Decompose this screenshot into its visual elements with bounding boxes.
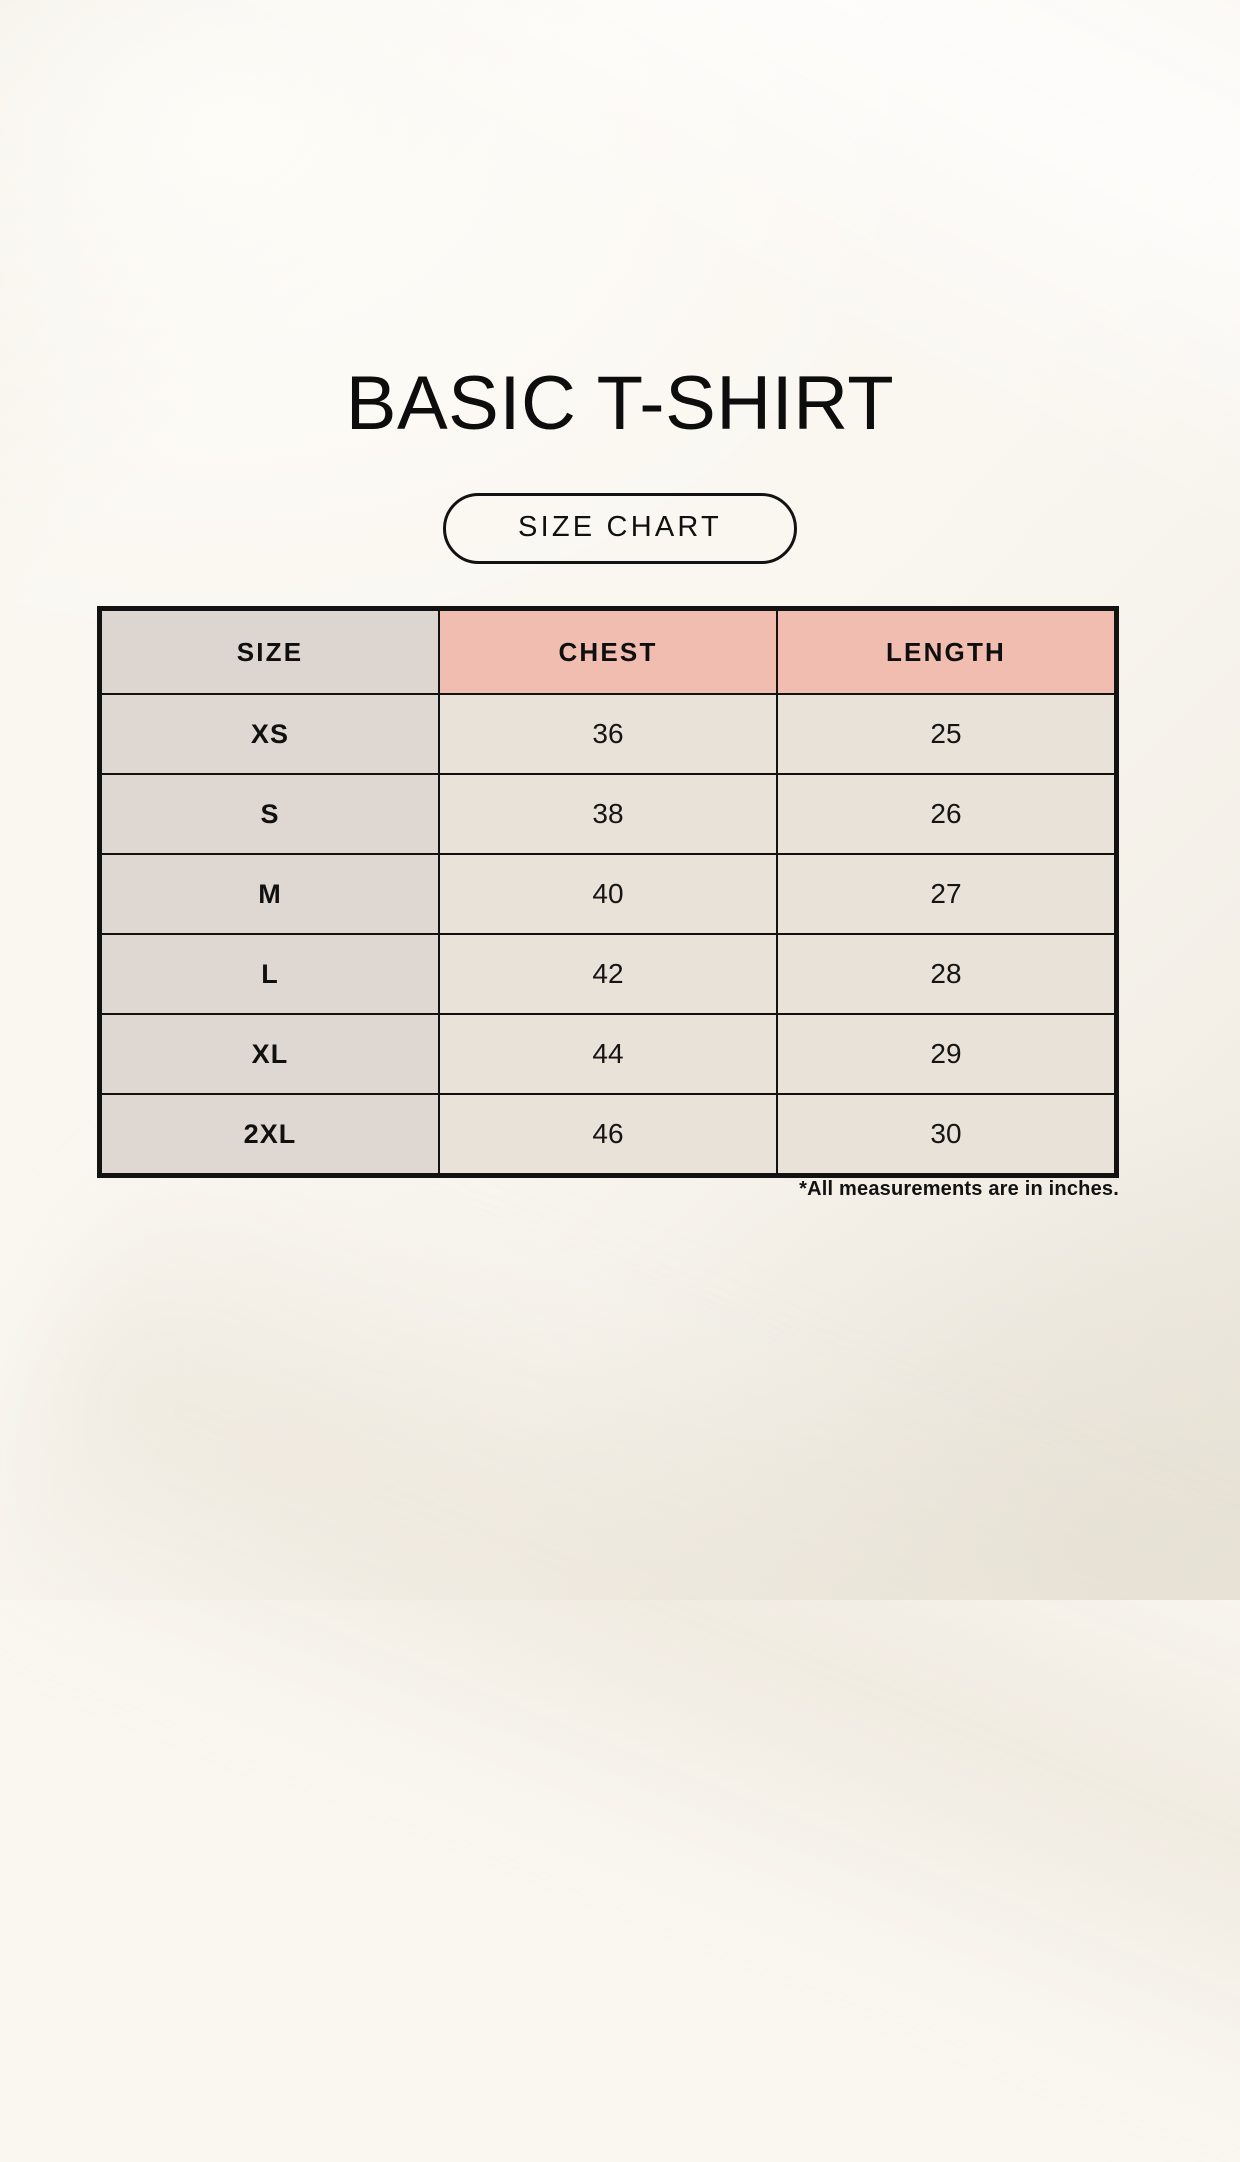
- cell-chest: 46: [438, 1093, 778, 1175]
- table-row: 2XL 46 30: [100, 1093, 1116, 1175]
- cell-chest: 42: [438, 933, 778, 1015]
- column-header-length: LENGTH: [776, 609, 1116, 695]
- cell-length: 26: [776, 773, 1116, 855]
- cell-length: 27: [776, 853, 1116, 935]
- table-row: M 40 27: [100, 853, 1116, 935]
- subtitle-pill-container: SIZE CHART: [0, 493, 1240, 564]
- table-row: XL 44 29: [100, 1013, 1116, 1095]
- table-header: SIZE CHEST LENGTH: [100, 609, 1116, 695]
- table-body: XS 36 25 S 38 26 M 40 27 L 42 28: [100, 693, 1116, 1175]
- column-header-chest: CHEST: [438, 609, 778, 695]
- page-title: BASIC T-SHIRT: [345, 361, 895, 446]
- cell-length: 30: [776, 1093, 1116, 1175]
- column-header-size: SIZE: [100, 609, 440, 695]
- table-row: L 42 28: [100, 933, 1116, 1015]
- size-chart-table: SIZE CHEST LENGTH XS 36 25 S 38 26 M: [100, 609, 1116, 1175]
- cell-size: XL: [100, 1013, 440, 1095]
- cell-length: 25: [776, 693, 1116, 775]
- cell-length: 29: [776, 1013, 1116, 1095]
- table-header-row: SIZE CHEST LENGTH: [100, 609, 1116, 695]
- table-row: XS 36 25: [100, 693, 1116, 775]
- cell-chest: 44: [438, 1013, 778, 1095]
- cell-size: XS: [100, 693, 440, 775]
- size-chart-page: BASIC T-SHIRT SIZE CHART SIZE CHEST LENG…: [0, 361, 1240, 1200]
- cell-size: L: [100, 933, 440, 1015]
- cell-chest: 36: [438, 693, 778, 775]
- measurement-footnote: *All measurements are in inches.: [799, 1178, 1119, 1200]
- cell-size: S: [100, 773, 440, 855]
- size-chart-badge: SIZE CHART: [443, 493, 797, 564]
- cell-length: 28: [776, 933, 1116, 1015]
- cell-size: M: [100, 853, 440, 935]
- table-row: S 38 26: [100, 773, 1116, 855]
- cell-size: 2XL: [100, 1093, 440, 1175]
- cell-chest: 40: [438, 853, 778, 935]
- size-chart-table-wrapper: SIZE CHEST LENGTH XS 36 25 S 38 26 M: [97, 606, 1119, 1178]
- cell-chest: 38: [438, 773, 778, 855]
